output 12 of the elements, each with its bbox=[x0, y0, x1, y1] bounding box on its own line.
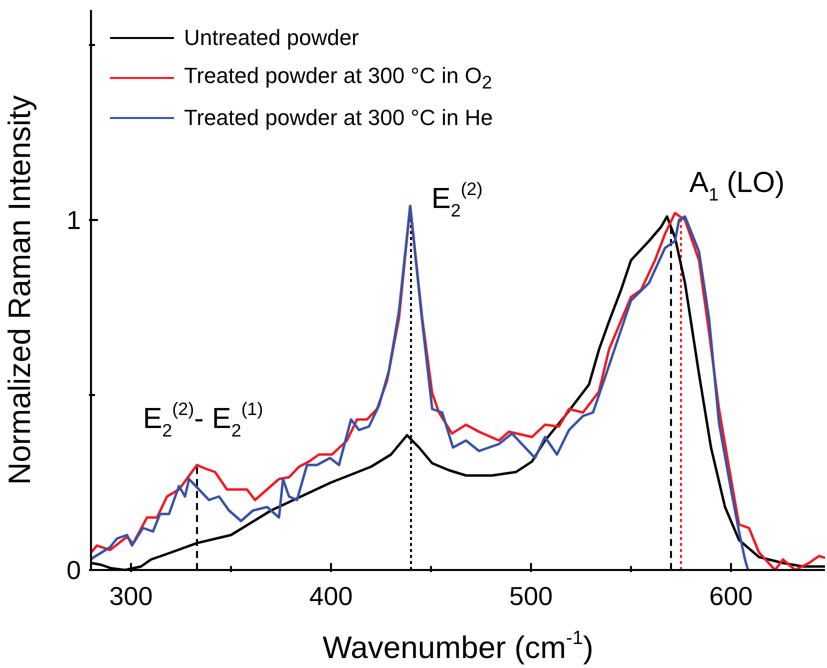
legend-label: Treated powder at 300 °C in He bbox=[184, 105, 493, 131]
y-tick-label: 0 bbox=[66, 555, 81, 585]
annotation: A$_{1}$ (LO) bbox=[689, 167, 785, 205]
x-tick-label: 300 bbox=[109, 581, 153, 611]
x-tick-label: 400 bbox=[309, 581, 353, 611]
x-tick-label: 500 bbox=[509, 581, 553, 611]
y-tick-label: 1 bbox=[66, 205, 81, 235]
legend-label: Treated powder at 300 °C in O$_{2}$ bbox=[184, 62, 492, 94]
x-tick-label: 600 bbox=[709, 581, 753, 611]
x-axis-title: Wavenumber (cm$^{-1}$) bbox=[322, 628, 594, 665]
y-axis-title: Normalized Raman Intensity bbox=[2, 94, 37, 485]
legend-label: Untreated powder bbox=[184, 25, 359, 51]
